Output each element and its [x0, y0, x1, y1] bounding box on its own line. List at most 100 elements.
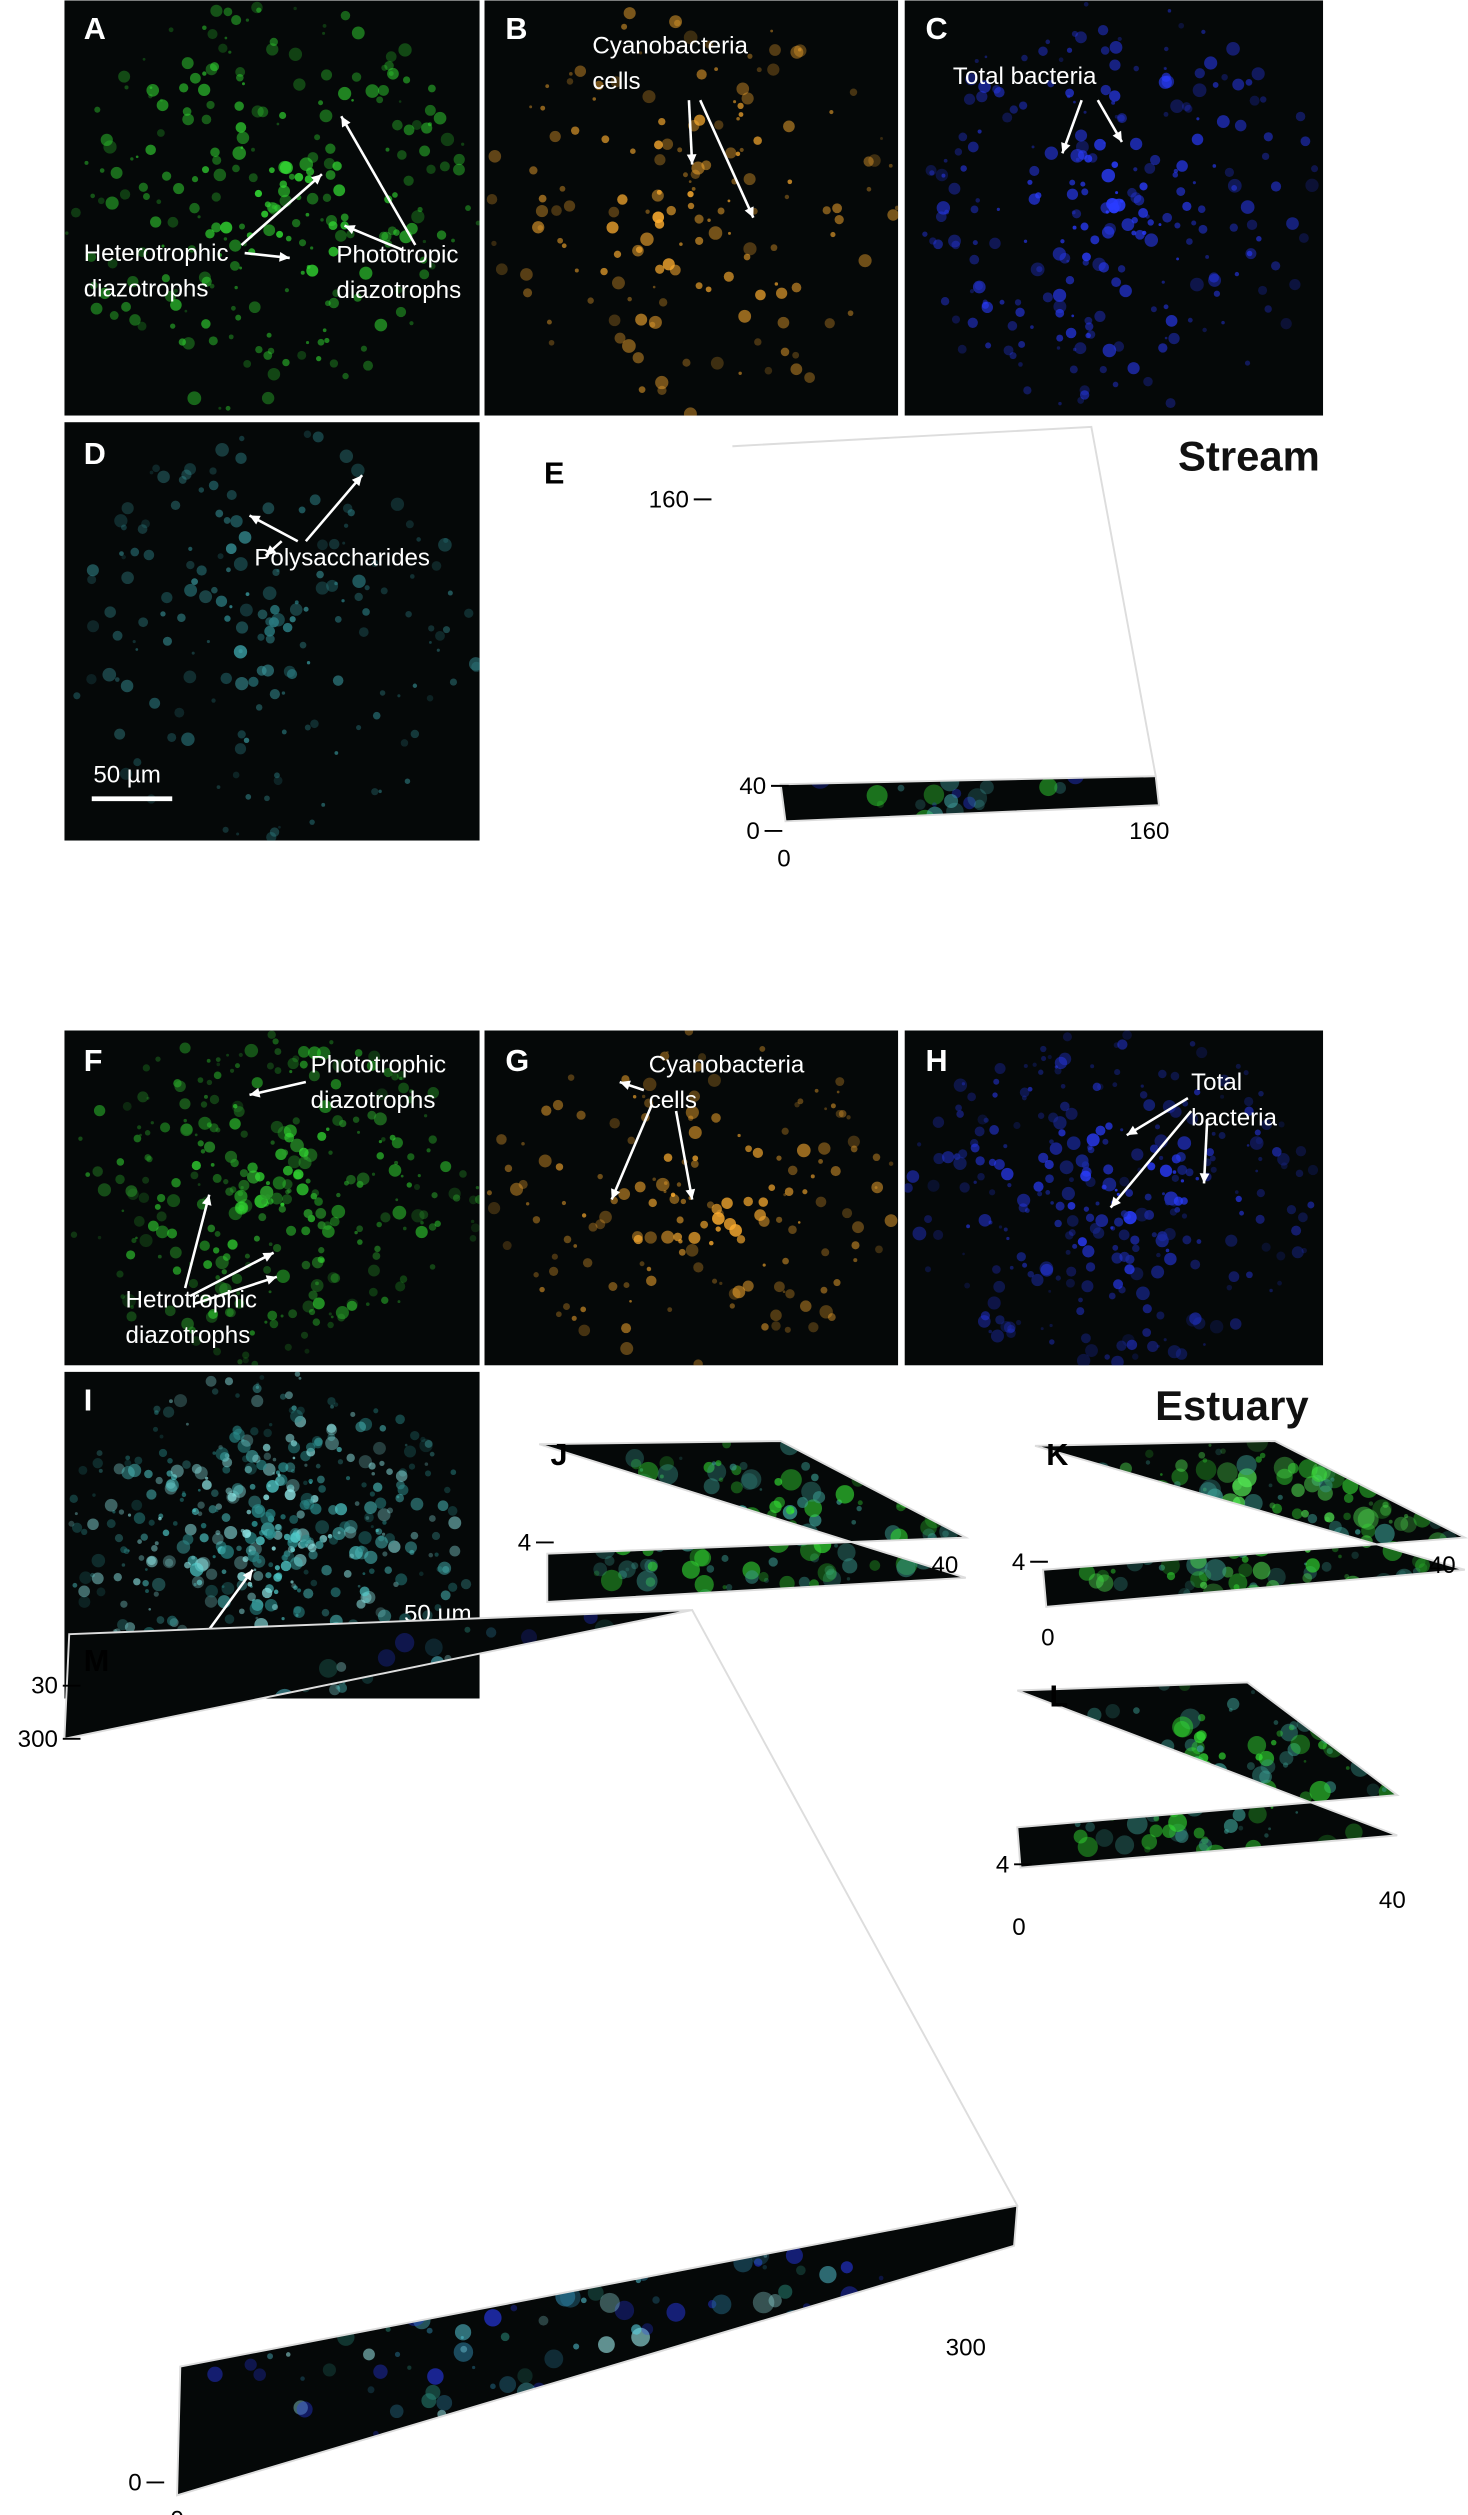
- fluorescence-spot: [139, 1133, 142, 1137]
- fluorescence-spot: [252, 1454, 261, 1464]
- arrow: [189, 1251, 275, 1298]
- fluorescence-spot: [87, 1518, 99, 1531]
- fluorescence-spot: [738, 371, 742, 376]
- fluorescence-spot: [714, 1700, 731, 1718]
- fluorescence-spot: [405, 520, 414, 529]
- fluorescence-spot: [721, 1197, 733, 1209]
- fluorescence-spot: [1099, 1741, 1113, 1755]
- fluorescence-spot: [1000, 1320, 1012, 1333]
- fluorescence-spot: [238, 1052, 243, 1057]
- fluorescence-spot: [244, 2358, 257, 2371]
- fluorescence-spot: [343, 1959, 351, 1966]
- fluorescence-spot: [695, 282, 703, 290]
- fluorescence-spot: [984, 603, 1007, 625]
- fluorescence-spot: [346, 1174, 356, 1185]
- fluorescence-spot: [209, 62, 220, 72]
- fluorescence-spot: [344, 1954, 357, 1966]
- fluorescence-spot: [911, 1473, 918, 1481]
- fluorescence-spot: [780, 347, 790, 357]
- fluorescence-spot: [216, 785, 221, 789]
- fluorescence-spot: [375, 1528, 379, 1533]
- fluorescence-spot: [580, 1864, 593, 1877]
- fluorescence-spot: [967, 141, 979, 153]
- fluorescence-spot: [84, 2151, 97, 2164]
- fluorescence-spot: [857, 1833, 868, 1844]
- fluorescence-spot: [934, 1844, 956, 1865]
- fluorescence-spot: [351, 463, 365, 478]
- fluorescence-spot: [1080, 1170, 1092, 1182]
- fluorescence-spot: [913, 2287, 933, 2307]
- fluorescence-spot: [197, 215, 201, 219]
- fluorescence-spot: [331, 1204, 346, 1219]
- fluorescence-spot: [762, 625, 772, 634]
- fluorescence-spot: [264, 795, 270, 802]
- fluorescence-spot: [556, 1683, 563, 1690]
- fluorescence-spot: [815, 605, 836, 626]
- fluorescence-spot: [251, 1394, 264, 1408]
- fluorescence-spot: [1101, 168, 1116, 183]
- fluorescence-spot: [523, 288, 533, 298]
- fluorescence-spot: [518, 1179, 528, 1190]
- fluorescence-spot: [73, 692, 81, 700]
- fluorescence-spot: [291, 1405, 297, 1411]
- fluorescence-spot: [321, 802, 326, 807]
- fluorescence-spot: [437, 1561, 452, 1575]
- fluorescence-spot: [1069, 1177, 1074, 1183]
- fluorescence-spot: [209, 467, 217, 475]
- fluorescence-spot: [305, 1442, 316, 1452]
- fluorescence-spot: [729, 1303, 735, 1309]
- fluorescence-spot: [1009, 105, 1018, 114]
- fluorescence-spot: [209, 1788, 217, 1797]
- fluorescence-spot: [1270, 1806, 1274, 1809]
- fluorescence-spot: [527, 1702, 546, 1721]
- fluorescence-spot: [1307, 1164, 1319, 1176]
- fluorescence-spot: [850, 1145, 858, 1153]
- fluorescence-spot: [1038, 46, 1048, 56]
- fluorescence-spot: [403, 2050, 409, 2055]
- fluorescence-spot: [767, 1531, 790, 1553]
- fluorescence-spot: [168, 27, 174, 33]
- fluorescence-spot: [247, 2037, 261, 2052]
- fluorescence-spot: [142, 193, 150, 200]
- fluorescence-spot: [548, 1850, 559, 1861]
- fluorescence-spot: [328, 2050, 333, 2056]
- fluorescence-spot: [174, 1080, 186, 1092]
- fluorescence-spot: [533, 1272, 539, 1278]
- fluorescence-spot: [770, 1909, 785, 1924]
- fluorescence-spot: [609, 2460, 625, 2477]
- fluorescence-spot: [1246, 1522, 1263, 1539]
- fluorescence-spot: [1220, 1094, 1225, 1099]
- fluorescence-spot: [1136, 598, 1147, 610]
- fluorescence-spot: [266, 1802, 285, 1821]
- fluorescence-spot: [74, 2120, 90, 2136]
- fluorescence-spot: [713, 1528, 726, 1540]
- fluorescence-spot: [424, 1462, 429, 1466]
- fluorescence-spot: [469, 2055, 475, 2061]
- fluorescence-spot: [196, 1579, 203, 1586]
- fluorescence-spot: [183, 1118, 187, 1123]
- fluorescence-spot: [867, 716, 878, 727]
- fluorescence-spot: [221, 1585, 225, 1589]
- fluorescence-spot: [1429, 1486, 1439, 1496]
- fluorescence-spot: [228, 50, 232, 54]
- fluorescence-spot: [358, 627, 369, 637]
- fluorescence-spot: [202, 25, 207, 30]
- fluorescence-spot: [474, 1860, 495, 1882]
- fluorescence-spot: [360, 345, 367, 352]
- fluorescence-spot: [1271, 261, 1281, 271]
- fluorescence-spot: [1053, 300, 1067, 314]
- fluorescence-spot: [1036, 266, 1043, 273]
- fluorescence-spot: [1175, 1459, 1188, 1472]
- fluorescence-spot: [222, 1465, 231, 1474]
- fluorescence-spot: [276, 1269, 290, 1284]
- fluorescence-spot: [734, 2418, 747, 2431]
- fluorescence-spot: [705, 286, 712, 293]
- fluorescence-spot: [969, 254, 980, 265]
- fluorescence-spot: [904, 740, 926, 761]
- fluorescence-spot: [814, 1088, 819, 1093]
- fluorescence-spot: [224, 1614, 235, 1624]
- fluorescence-spot: [284, 1343, 292, 1351]
- fluorescence-spot: [835, 1109, 844, 1118]
- fluorescence-spot: [272, 2047, 289, 2064]
- fluorescence-spot: [331, 2162, 336, 2167]
